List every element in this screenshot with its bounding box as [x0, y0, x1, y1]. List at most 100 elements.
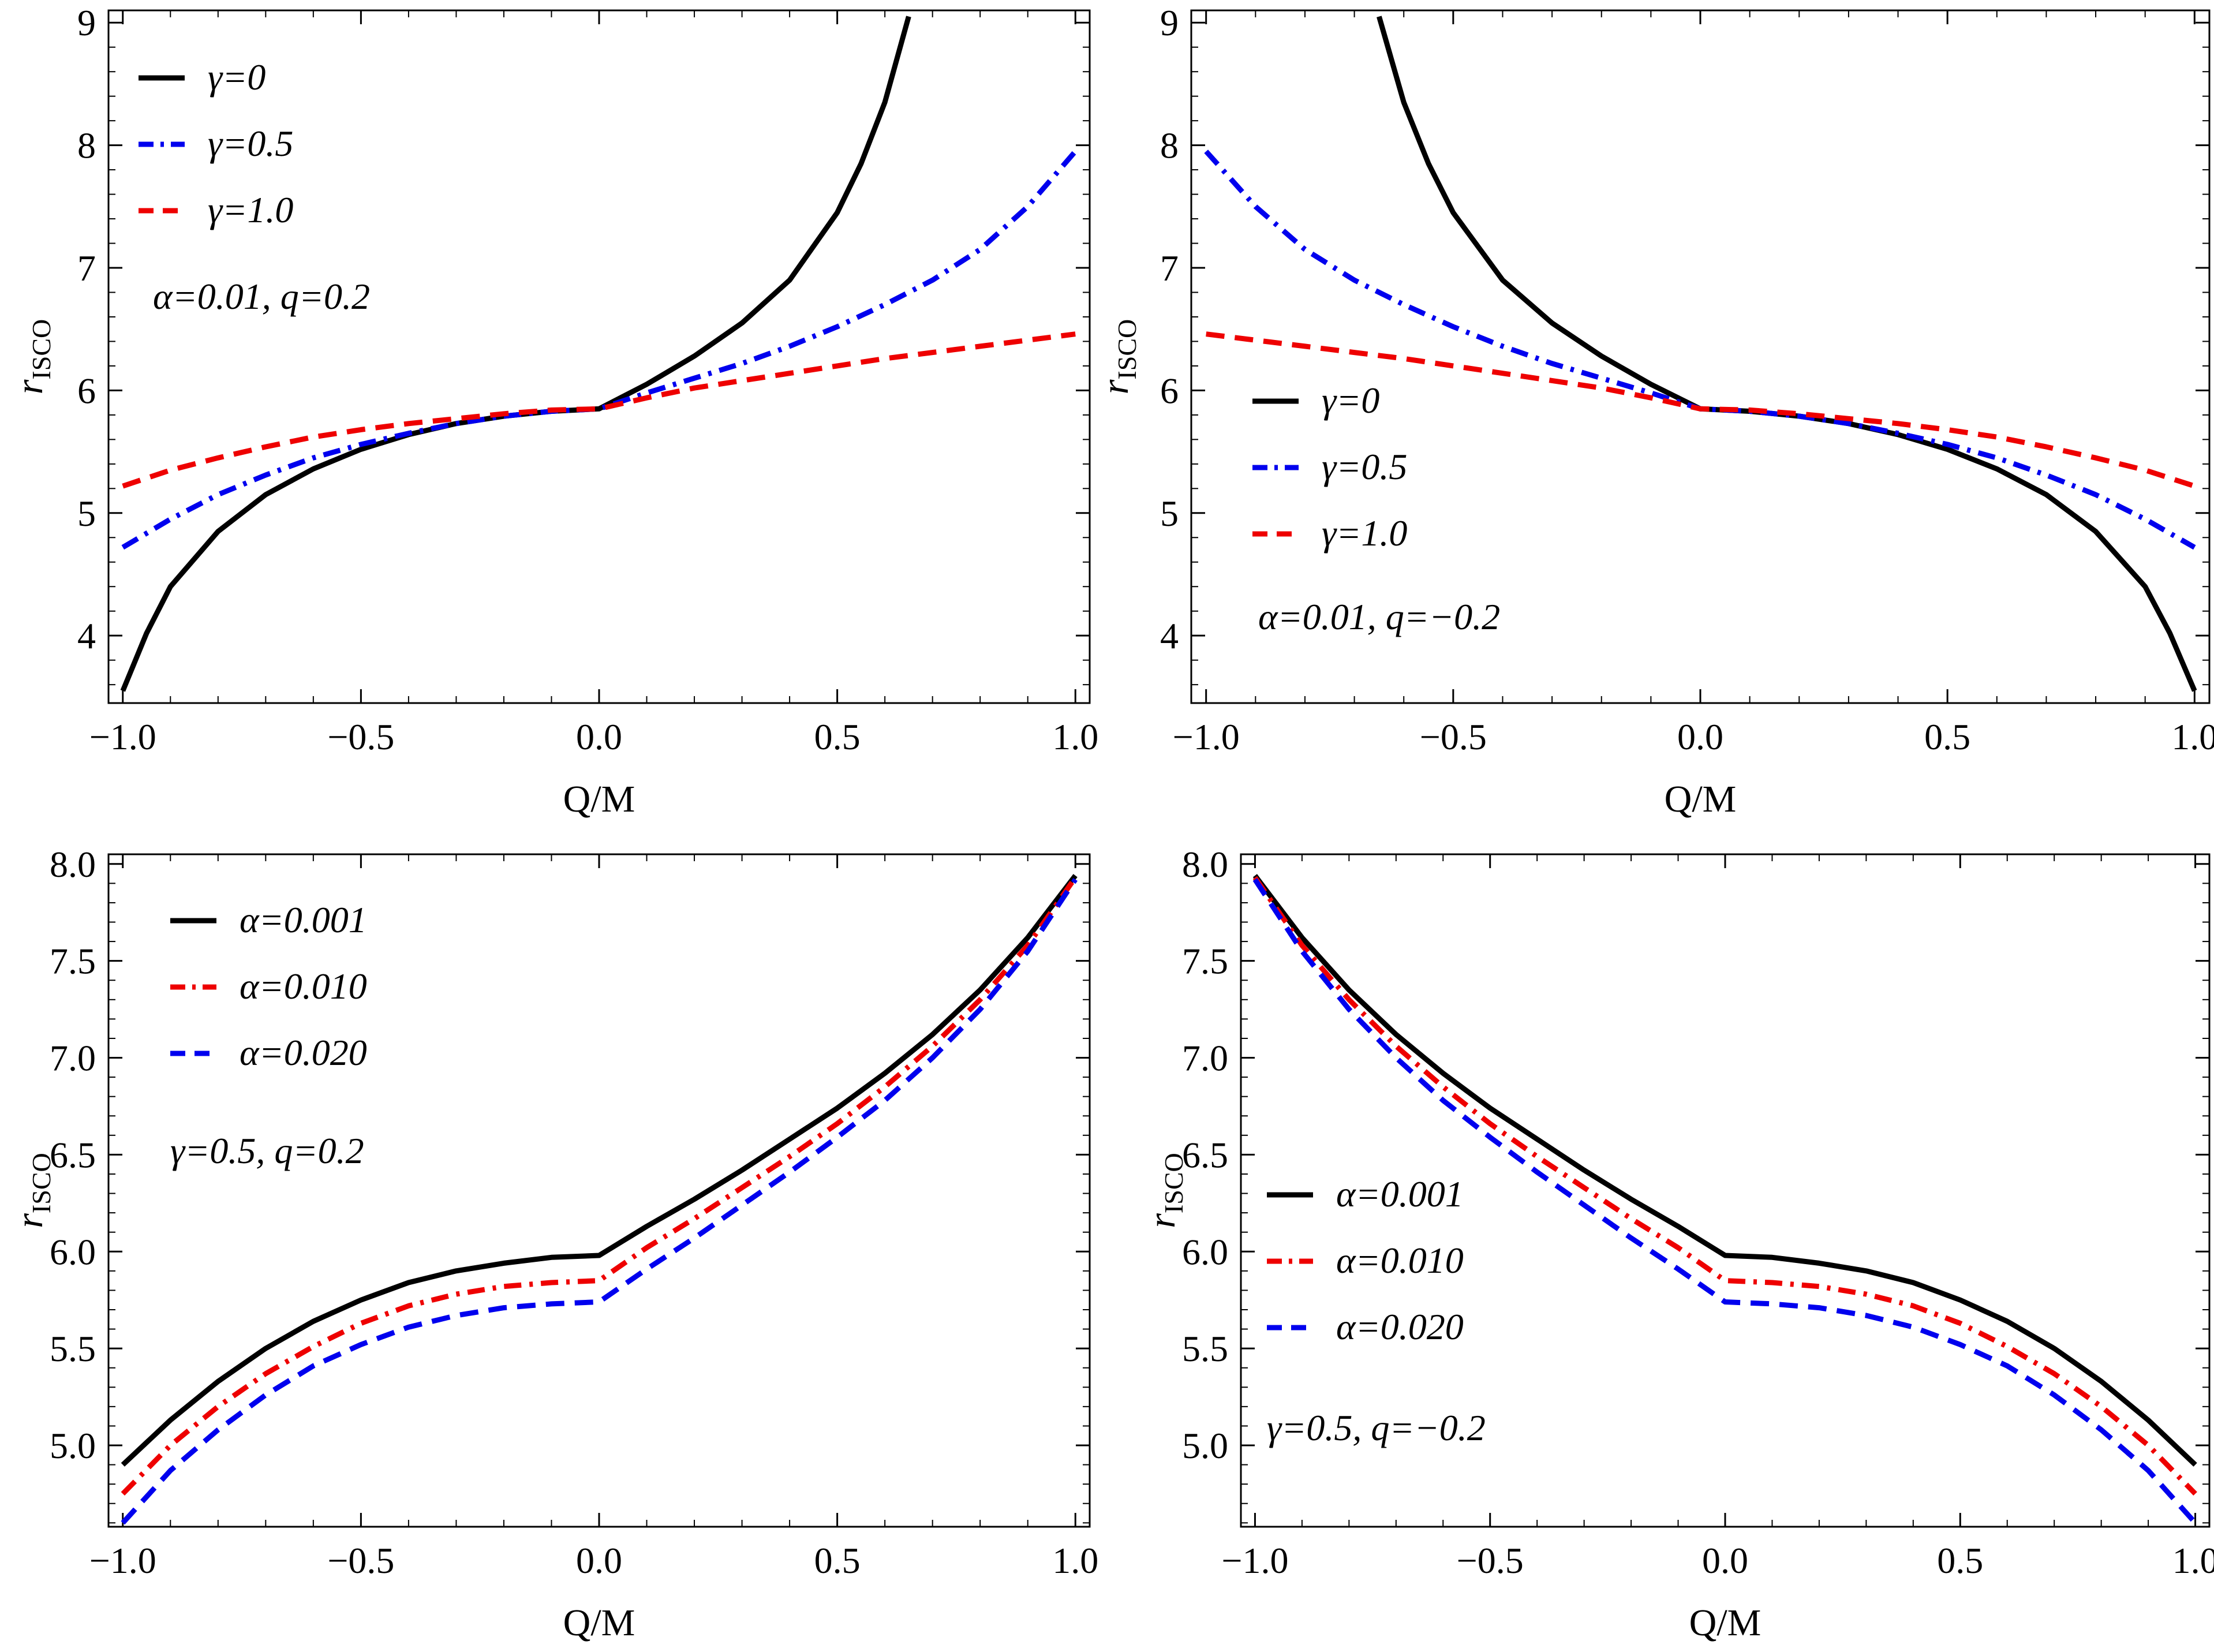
parameter-annotation: γ=0.5, q=0.2 [170, 1130, 364, 1171]
series-group [1204, 16, 2197, 692]
x-axis-title: Q/M [1689, 1602, 1762, 1644]
x-tick-label: 1.0 [2171, 716, 2214, 757]
y-tick-label: 8.0 [1182, 844, 1228, 885]
legend-label: α=0.020 [1336, 1306, 1464, 1347]
x-axis-title: Q/M [1665, 778, 1737, 820]
y-tick-label: 5.5 [1182, 1328, 1228, 1369]
y-axis-title: rISCO [9, 319, 56, 395]
y-tick-label: 7 [1160, 248, 1179, 289]
series-line-3 [1252, 878, 2197, 1525]
x-tick-label: 0.0 [1677, 716, 1723, 757]
x-tick-label: −0.5 [1457, 1540, 1524, 1581]
parameter-annotation: α=0.01, q=0.2 [153, 276, 370, 317]
y-axis-title-subscript: ISCO [1112, 319, 1142, 380]
series-line-2 [121, 876, 1078, 1496]
x-tick-label: 1.0 [2172, 1540, 2214, 1581]
series-line-1 [1252, 874, 2197, 1467]
y-tick-label: 7.0 [1182, 1038, 1228, 1079]
x-axis-title: Q/M [563, 778, 635, 820]
y-tick-label: 7.5 [1182, 941, 1228, 982]
y-axis-title-subscript: ISCO [27, 1153, 56, 1213]
y-tick-label: 6.5 [50, 1134, 96, 1175]
y-axis-title: rISCO [9, 1153, 56, 1228]
x-tick-label: 0.5 [814, 1540, 861, 1581]
plot-frame [107, 9, 1091, 704]
series-group [121, 874, 1078, 1525]
series-line-3 [121, 878, 1078, 1525]
chart-panel-top-left: −1.0 −0.5 0.0 0.5 1.0456789Q/MrISCOγ=0γ=0.5γ… [9, 2, 1098, 820]
series-line-1 [1377, 16, 2197, 692]
y-tick-label: 5 [1160, 493, 1179, 534]
y-tick-label: 4 [77, 615, 96, 656]
legend-label: α=0.010 [240, 966, 367, 1007]
y-tick-label: 8 [1160, 125, 1179, 166]
chart-panel-bottom-right: −1.0 −0.5 0.0 0.5 1.0 5.0 5.5 6.0 6.5 7.0 7.5 8.0 Q/… [1141, 844, 2214, 1644]
x-tick-label: 1.0 [1052, 716, 1098, 757]
legend: α=0.001 α=0.010 α=0.020 [170, 899, 367, 1073]
x-tick-label: 1.0 [1052, 1540, 1098, 1581]
y-tick-label: 7 [77, 248, 96, 289]
series-line-3 [1206, 331, 2196, 489]
plot-frame [107, 853, 1091, 1528]
y-tick-label: 8 [77, 125, 96, 166]
y-tick-label: 7.0 [50, 1038, 96, 1079]
legend-label: α=0.010 [1336, 1240, 1464, 1281]
y-tick-label: 4 [1160, 615, 1179, 656]
x-tick-label: −0.5 [327, 716, 394, 757]
x-tick-label: −0.5 [327, 1540, 394, 1581]
legend-label: γ=0.5 [208, 123, 293, 164]
x-axis-title: Q/M [563, 1602, 635, 1644]
y-axis-title: rISCO [1141, 1153, 1188, 1228]
legend-label: γ=0 [1322, 380, 1379, 421]
y-axis-title-main: r [9, 1213, 51, 1228]
series-line-1 [121, 874, 1078, 1467]
series-line-2 [1204, 149, 2196, 550]
parameter-annotation: α=0.01, q=−0.2 [1258, 596, 1500, 637]
y-tick-label: 6.0 [1182, 1231, 1228, 1272]
legend-label: γ=0 [208, 57, 265, 98]
x-tick-label: 0.0 [576, 716, 622, 757]
y-tick-label: 9 [77, 2, 96, 43]
x-tick-label: 0.0 [576, 1540, 622, 1581]
y-axis-title-main: r [9, 379, 51, 394]
y-tick-label: 8.0 [50, 844, 96, 885]
legend: α=0.001 α=0.010 α=0.020 [1267, 1173, 1464, 1347]
x-tick-label: −1.0 [89, 716, 156, 757]
legend-label: γ=0.5 [1322, 446, 1407, 487]
y-tick-label: 6 [1160, 370, 1179, 411]
series-group [1252, 874, 2197, 1525]
series-group [120, 16, 1078, 692]
y-tick-label: 6.0 [50, 1231, 96, 1272]
x-tick-label: 0.5 [1937, 1540, 1983, 1581]
legend: γ=0 γ=0.5 γ=1.0 [139, 57, 293, 230]
y-tick-label: 7.5 [50, 941, 96, 982]
y-axis-title-subscript: ISCO [27, 319, 56, 380]
y-axis-title-main: r [1094, 379, 1136, 394]
x-tick-label: −1.0 [1173, 716, 1240, 757]
plot-frame [1190, 9, 2211, 704]
y-tick-label: 6.5 [1182, 1134, 1228, 1175]
x-tick-label: 0.0 [1702, 1540, 1748, 1581]
y-axis-title-subscript: ISCO [1159, 1153, 1188, 1213]
y-axis-title-main: r [1141, 1213, 1183, 1228]
parameter-annotation: γ=0.5, q=−0.2 [1267, 1407, 1486, 1448]
x-tick-label: −1.0 [89, 1540, 156, 1581]
plot-frame [1240, 853, 2211, 1528]
chart-panel-top-right: −1.0 −0.5 0.0 0.5 1.0456789Q/MrISCOγ=0γ=0.5γ… [1094, 2, 2214, 820]
y-tick-label: 9 [1160, 2, 1179, 43]
legend-label: α=0.020 [240, 1032, 367, 1073]
y-tick-label: 5.5 [50, 1328, 96, 1369]
y-tick-label: 6 [77, 370, 96, 411]
x-tick-label: 0.5 [1924, 716, 1970, 757]
legend-label: α=0.001 [240, 899, 367, 940]
chart-panel-bottom-left: −1.0 −0.5 0.0 0.5 1.0 5.0 5.5 6.0 6.5 7.0 7.5 8.0 Q/… [9, 844, 1098, 1644]
legend-label: γ=1.0 [208, 189, 293, 230]
y-tick-label: 5.0 [50, 1425, 96, 1466]
legend-label: α=0.001 [1336, 1173, 1464, 1214]
y-axis-title: rISCO [1094, 319, 1142, 395]
x-tick-label: 0.5 [814, 716, 861, 757]
legend: γ=0 γ=0.5 γ=1.0 [1252, 380, 1407, 554]
series-line-1 [120, 16, 911, 692]
x-tick-label: −0.5 [1420, 716, 1487, 757]
